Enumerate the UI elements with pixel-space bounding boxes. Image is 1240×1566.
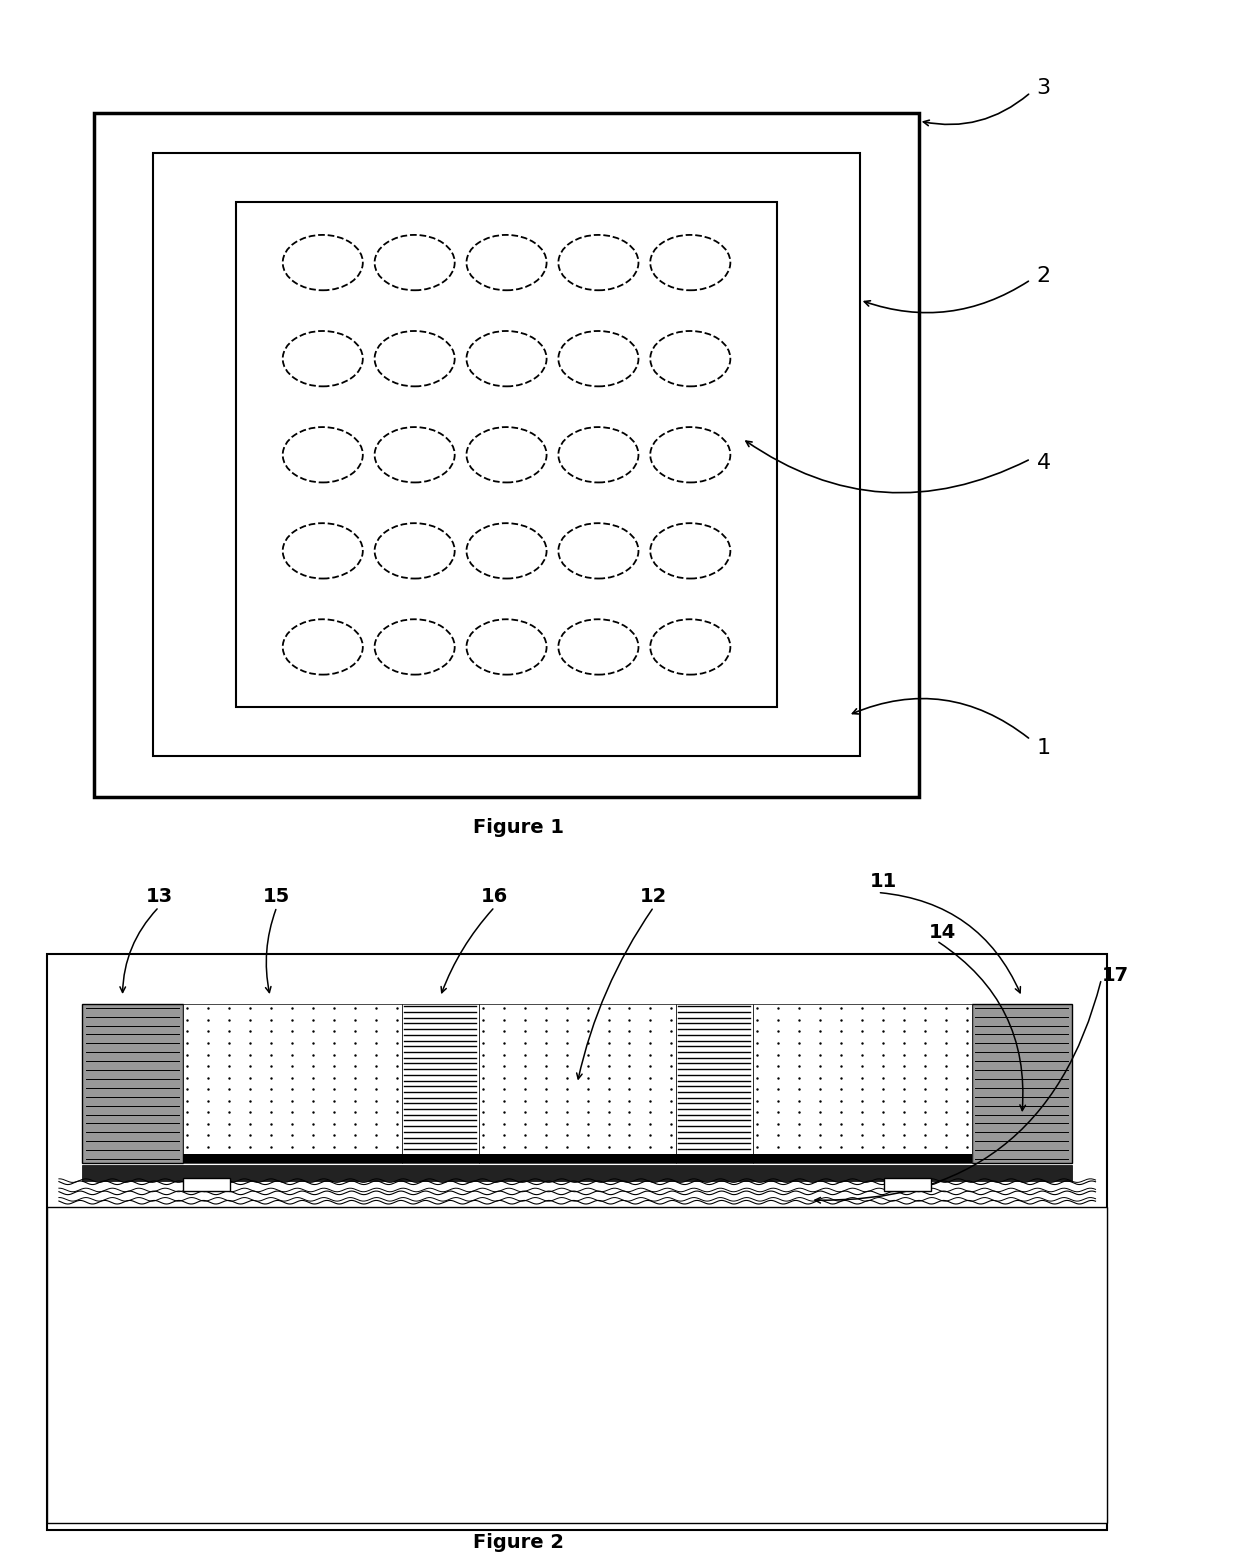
Ellipse shape xyxy=(558,619,639,675)
Text: 1: 1 xyxy=(1037,738,1050,758)
Ellipse shape xyxy=(650,523,730,578)
Ellipse shape xyxy=(650,619,730,675)
Text: 17: 17 xyxy=(1101,966,1128,985)
Text: 15: 15 xyxy=(263,886,290,905)
Text: 12: 12 xyxy=(640,886,667,905)
Text: 2: 2 xyxy=(1037,266,1050,285)
Ellipse shape xyxy=(374,619,455,675)
Ellipse shape xyxy=(558,428,639,482)
Ellipse shape xyxy=(374,523,455,578)
Text: 13: 13 xyxy=(145,886,172,905)
Ellipse shape xyxy=(466,428,547,482)
Ellipse shape xyxy=(650,428,730,482)
Ellipse shape xyxy=(374,330,455,387)
Bar xyxy=(182,1179,229,1192)
Ellipse shape xyxy=(466,235,547,290)
Ellipse shape xyxy=(466,619,547,675)
Bar xyxy=(236,202,777,708)
Ellipse shape xyxy=(374,428,455,482)
Bar xyxy=(47,1207,1107,1522)
Bar xyxy=(154,153,861,756)
Ellipse shape xyxy=(283,235,363,290)
Ellipse shape xyxy=(558,330,639,387)
Text: Figure 2: Figure 2 xyxy=(472,1533,564,1552)
Text: 14: 14 xyxy=(929,922,956,941)
Bar xyxy=(47,954,1107,1530)
Ellipse shape xyxy=(283,523,363,578)
Bar xyxy=(94,113,919,797)
Bar xyxy=(182,1004,402,1162)
Ellipse shape xyxy=(283,330,363,387)
Bar xyxy=(676,1004,753,1162)
Ellipse shape xyxy=(374,235,455,290)
Text: 4: 4 xyxy=(1037,453,1050,473)
Bar xyxy=(82,1004,182,1162)
Ellipse shape xyxy=(650,235,730,290)
Bar xyxy=(182,1154,972,1162)
Bar xyxy=(753,1004,972,1162)
Ellipse shape xyxy=(283,619,363,675)
Bar xyxy=(82,1165,1071,1181)
Text: 11: 11 xyxy=(870,872,897,891)
Text: Figure 1: Figure 1 xyxy=(472,819,564,838)
Text: 3: 3 xyxy=(1037,78,1050,99)
Bar xyxy=(883,1179,930,1192)
Bar xyxy=(479,1004,676,1162)
Ellipse shape xyxy=(466,523,547,578)
Ellipse shape xyxy=(650,330,730,387)
Bar xyxy=(402,1004,479,1162)
Bar xyxy=(972,1004,1071,1162)
Text: 16: 16 xyxy=(481,886,508,905)
Ellipse shape xyxy=(558,235,639,290)
Ellipse shape xyxy=(558,523,639,578)
Ellipse shape xyxy=(283,428,363,482)
Ellipse shape xyxy=(466,330,547,387)
